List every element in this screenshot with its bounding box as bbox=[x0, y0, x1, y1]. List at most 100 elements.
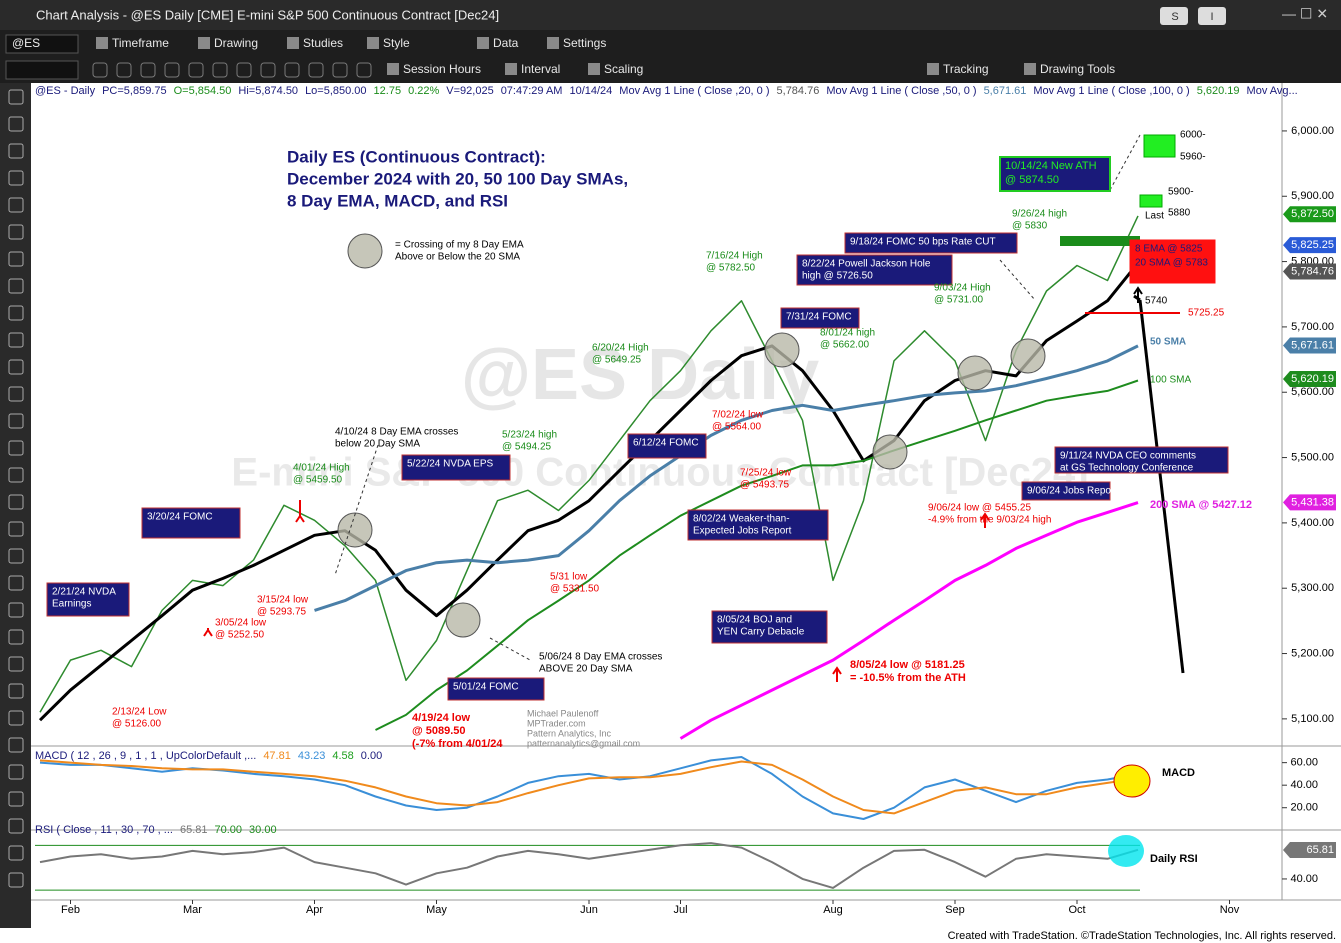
x-tick-label: Jul bbox=[673, 904, 687, 916]
tool-icon[interactable] bbox=[8, 494, 24, 510]
annotation-text: 5960- bbox=[1180, 152, 1206, 163]
series-line bbox=[679, 501, 1139, 740]
tool-icon[interactable] bbox=[8, 224, 24, 240]
tool-icon[interactable] bbox=[8, 143, 24, 159]
target-box bbox=[1143, 134, 1176, 158]
toolbar-icon bbox=[1024, 63, 1036, 75]
tool-icon[interactable] bbox=[8, 197, 24, 213]
tool-icon[interactable] bbox=[8, 548, 24, 564]
tool-icon[interactable] bbox=[260, 62, 276, 78]
arrow bbox=[203, 628, 213, 637]
toolbar-button[interactable]: Studies bbox=[303, 36, 343, 50]
tool-icon[interactable] bbox=[8, 305, 24, 321]
tool-icon[interactable] bbox=[140, 62, 156, 78]
y-tick-label: 5,500.00 bbox=[1291, 451, 1334, 463]
annotation-text: @ 5459.50 bbox=[293, 475, 343, 486]
symbol-box[interactable] bbox=[5, 34, 79, 54]
annotation-text: 10/14/24 New ATH bbox=[1005, 160, 1097, 172]
tool-icon[interactable] bbox=[8, 251, 24, 267]
tool-icon[interactable] bbox=[8, 89, 24, 105]
toolbar-button[interactable]: Drawing bbox=[214, 36, 258, 50]
tool-icon[interactable] bbox=[8, 629, 24, 645]
tool-icon[interactable] bbox=[164, 62, 180, 78]
tool-icon[interactable] bbox=[8, 170, 24, 186]
tool-icon[interactable] bbox=[8, 278, 24, 294]
toolbar-button[interactable]: Drawing Tools bbox=[1040, 62, 1115, 76]
interval-box[interactable] bbox=[5, 60, 79, 80]
tool-icon[interactable] bbox=[8, 791, 24, 807]
tool-icon[interactable] bbox=[116, 62, 132, 78]
tool-icon[interactable] bbox=[92, 62, 108, 78]
tool-icon[interactable] bbox=[8, 710, 24, 726]
tool-icon[interactable] bbox=[8, 521, 24, 537]
tool-icon[interactable] bbox=[8, 359, 24, 375]
toolbar-icon bbox=[927, 63, 939, 75]
tool-icon[interactable] bbox=[8, 440, 24, 456]
i-label: I bbox=[1210, 11, 1213, 23]
tool-icon[interactable] bbox=[8, 413, 24, 429]
annotation-box bbox=[844, 232, 1018, 254]
annotation-text: Last bbox=[1145, 211, 1164, 222]
annotation-text: 7/25/24 low bbox=[740, 468, 792, 479]
tool-sidebar bbox=[0, 83, 31, 928]
annotation-text: @ 5830 bbox=[1012, 221, 1048, 232]
study-header: V=92,025 bbox=[446, 85, 493, 97]
study-header: 30.00 bbox=[249, 824, 277, 836]
annotation-text: = Crossing of my 8 Day EMA bbox=[395, 240, 524, 251]
toolbar-button[interactable]: Scaling bbox=[604, 62, 643, 76]
arrow bbox=[1133, 286, 1143, 303]
annotation-text: @ 5494.25 bbox=[502, 442, 552, 453]
study-header: 65.81 bbox=[180, 824, 208, 836]
crossing-marker bbox=[347, 233, 383, 269]
toolbar-button[interactable]: Session Hours bbox=[403, 62, 481, 76]
title-bar bbox=[0, 0, 1341, 30]
toolbar-icon bbox=[588, 63, 600, 75]
annotation-box bbox=[46, 582, 130, 617]
tool-icon[interactable] bbox=[8, 764, 24, 780]
tool-icon[interactable] bbox=[236, 62, 252, 78]
tool-icon[interactable] bbox=[8, 845, 24, 861]
toolbar-button[interactable]: Tracking bbox=[943, 62, 989, 76]
annotation-box bbox=[999, 156, 1111, 192]
tool-icon[interactable] bbox=[332, 62, 348, 78]
toolbar-button[interactable]: Data bbox=[493, 36, 519, 50]
y-tick-label: 5,600.00 bbox=[1291, 386, 1334, 398]
series-line bbox=[38, 261, 1140, 722]
tool-icon[interactable] bbox=[8, 332, 24, 348]
s-button[interactable] bbox=[1160, 7, 1188, 25]
tool-icon[interactable] bbox=[8, 872, 24, 888]
annotation-text: 6000- bbox=[1180, 130, 1206, 141]
tool-icon[interactable] bbox=[8, 656, 24, 672]
tool-icon[interactable] bbox=[188, 62, 204, 78]
symbol[interactable]: @ES bbox=[12, 36, 40, 50]
toolbar-button[interactable]: Timeframe bbox=[112, 36, 169, 50]
toolbar-button[interactable]: Style bbox=[383, 36, 410, 50]
rsi-highlight bbox=[1108, 835, 1144, 867]
tool-icon[interactable] bbox=[212, 62, 228, 78]
tool-icon[interactable] bbox=[8, 467, 24, 483]
toolbar-button[interactable]: Settings bbox=[563, 36, 606, 50]
price-flag bbox=[1283, 371, 1336, 388]
annotation-text: 5725.25 bbox=[1188, 308, 1225, 319]
annotation-text: 8 EMA @ 5825 bbox=[1135, 244, 1203, 255]
annotation-text: 2/13/24 Low bbox=[112, 707, 167, 718]
arrow bbox=[980, 512, 990, 528]
i-button[interactable] bbox=[1198, 7, 1226, 25]
tool-icon[interactable] bbox=[8, 818, 24, 834]
toolbar-button[interactable]: Interval bbox=[521, 62, 560, 76]
annotation-text: 3/20/24 FOMC bbox=[147, 512, 213, 523]
window-controls[interactable]: — ☐ ✕ bbox=[1282, 6, 1328, 22]
toolbar-icon bbox=[477, 37, 489, 49]
tool-icon[interactable] bbox=[8, 737, 24, 753]
tool-icon[interactable] bbox=[8, 602, 24, 618]
tool-icon[interactable] bbox=[356, 62, 372, 78]
tool-icon[interactable] bbox=[308, 62, 324, 78]
tool-icon[interactable] bbox=[8, 386, 24, 402]
series-line bbox=[375, 379, 1139, 731]
tool-icon[interactable] bbox=[8, 575, 24, 591]
tool-icon[interactable] bbox=[8, 683, 24, 699]
annotation-text: MACD bbox=[1162, 767, 1195, 779]
tool-icon[interactable] bbox=[284, 62, 300, 78]
tool-icon[interactable] bbox=[8, 116, 24, 132]
